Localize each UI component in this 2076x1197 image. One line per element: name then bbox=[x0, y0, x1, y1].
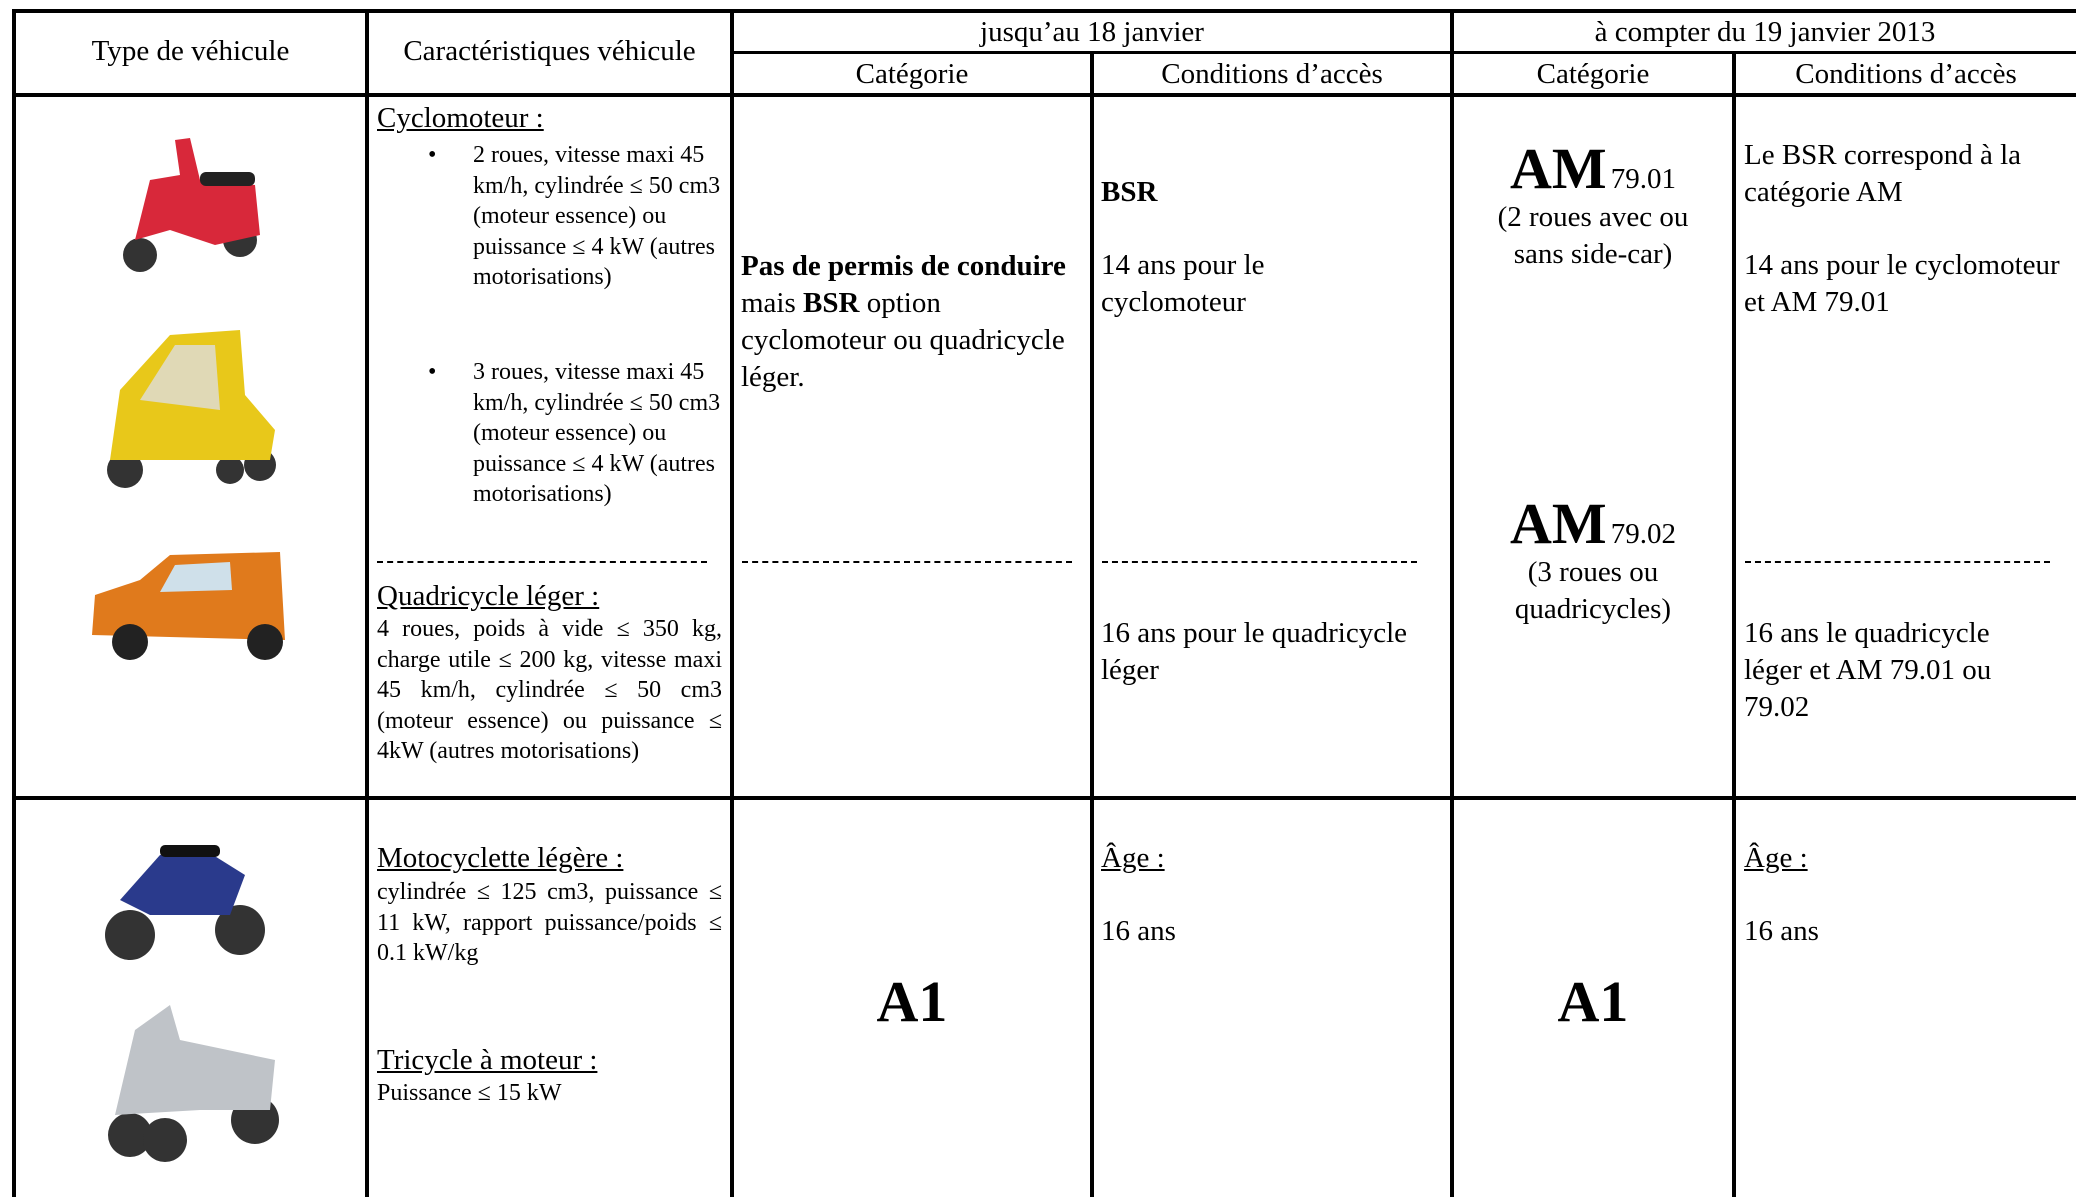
rule bbox=[13, 796, 2076, 800]
header-cell: Catégorie bbox=[855, 58, 969, 90]
text-segment: mais bbox=[741, 287, 796, 319]
rule bbox=[732, 51, 2076, 54]
motorcycle-image bbox=[105, 845, 265, 960]
text-segment: BSR bbox=[803, 287, 860, 319]
subcode: 79.01 bbox=[1610, 163, 1676, 195]
category-code: AM 79.01 bbox=[1454, 135, 1732, 202]
rule bbox=[12, 9, 16, 1197]
subcode: 79.02 bbox=[1610, 518, 1676, 550]
header-cell: jusqu’au 18 janvier bbox=[980, 16, 1204, 48]
header-cell: à compter du 19 janvier 2013 bbox=[1594, 16, 1936, 48]
conditions-text: 16 ans bbox=[1101, 915, 1176, 947]
conditions-text: Le BSR correspond à la catégorie AM bbox=[1744, 139, 2022, 208]
vehicle-text: 4 roues, poids à vide ≤ 350 kg, charge u… bbox=[377, 616, 722, 764]
bullet: • bbox=[428, 142, 437, 168]
category-code: A1 bbox=[876, 969, 948, 1034]
conditions-text: 16 ans le quadricycle léger et AM 79.01 … bbox=[1744, 617, 1992, 723]
list-item: 2 roues, vitesse maxi 45 km/h, cylindrée… bbox=[473, 142, 721, 290]
header-cell: Conditions d’accès bbox=[1161, 58, 1383, 90]
category-text: Pas de permis de conduire mais BSR optio… bbox=[741, 248, 1071, 396]
conditions-heading: Âge : bbox=[1101, 842, 1165, 874]
scooter-image bbox=[123, 138, 260, 272]
code: AM bbox=[1510, 136, 1607, 201]
separator bbox=[1102, 561, 1417, 563]
rule bbox=[1732, 53, 1736, 1197]
header-cell: Type de véhicule bbox=[91, 35, 290, 67]
category-code: AM 79.02 bbox=[1454, 490, 1732, 557]
vehicle-title: Motocyclette légère : bbox=[377, 842, 624, 874]
rule bbox=[13, 9, 2076, 13]
text-segment: Pas de permis de conduire bbox=[741, 250, 1066, 282]
car-image bbox=[92, 552, 285, 660]
separator bbox=[742, 561, 1072, 563]
tricycle-image bbox=[108, 1005, 279, 1162]
code: AM bbox=[1510, 491, 1607, 556]
separator bbox=[1745, 561, 2050, 563]
conditions-text: 16 ans pour le quadricycle léger bbox=[1101, 617, 1408, 686]
header-cell: Conditions d’accès bbox=[1795, 58, 2017, 90]
vehicle-images bbox=[92, 138, 285, 1162]
header-cell: Catégorie bbox=[1536, 58, 1650, 90]
conditions-text: 14 ans pour le cyclomoteur bbox=[1101, 249, 1265, 318]
category-note: (3 roues ou quadricycles) bbox=[1514, 556, 1672, 625]
category-note: (2 roues avec ou sans side-car) bbox=[1497, 201, 1689, 270]
vehicle-title: Cyclomoteur : bbox=[377, 102, 544, 134]
list-item: 3 roues, vitesse maxi 45 km/h, cylindrée… bbox=[473, 359, 721, 507]
vehicle-title: Quadricycle léger : bbox=[377, 580, 600, 612]
conditions-text: 14 ans pour le cyclomoteur et AM 79.01 bbox=[1744, 249, 2060, 318]
separator bbox=[377, 561, 707, 563]
rule bbox=[365, 9, 369, 1197]
three-wheeler-image bbox=[107, 330, 276, 488]
vehicle-text: cylindrée ≤ 125 cm3, puissance ≤ 11 kW, … bbox=[377, 879, 722, 966]
conditions-heading: BSR bbox=[1101, 176, 1158, 208]
rule bbox=[1090, 53, 1094, 1197]
header-cell: Caractéristiques véhicule bbox=[403, 35, 696, 67]
rule bbox=[730, 9, 734, 1197]
rule bbox=[1450, 9, 1454, 1197]
text-segment: option cyclomoteur ou quadricycle léger. bbox=[741, 287, 1065, 393]
vehicle-text: Puissance ≤ 15 kW bbox=[377, 1080, 562, 1106]
bullet: • bbox=[428, 359, 437, 385]
conditions-heading: Âge : bbox=[1744, 842, 1808, 874]
conditions-text: 16 ans bbox=[1744, 915, 1819, 947]
rule bbox=[13, 93, 2076, 97]
vehicle-title: Tricycle à moteur : bbox=[377, 1044, 598, 1076]
category-code: A1 bbox=[1557, 969, 1629, 1034]
